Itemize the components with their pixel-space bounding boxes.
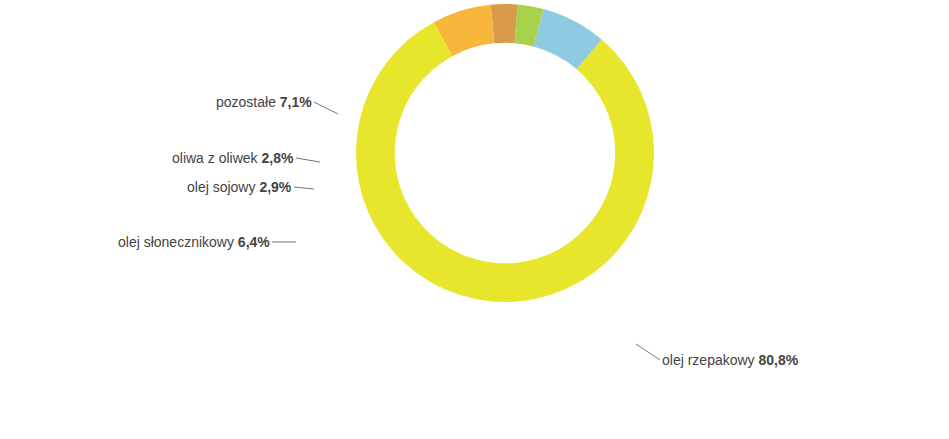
svg-text:oliwa z oliwek 2,8%: oliwa z oliwek 2,8% bbox=[172, 150, 294, 166]
svg-text:olej sojowy 2,9%: olej sojowy 2,9% bbox=[187, 179, 292, 195]
svg-text:olej rzepakowy 80,8%: olej rzepakowy 80,8% bbox=[662, 352, 799, 368]
svg-text:olej słonecznikowy 6,4%: olej słonecznikowy 6,4% bbox=[118, 234, 270, 250]
svg-text:pozostałe 7,1%: pozostałe 7,1% bbox=[216, 94, 312, 110]
